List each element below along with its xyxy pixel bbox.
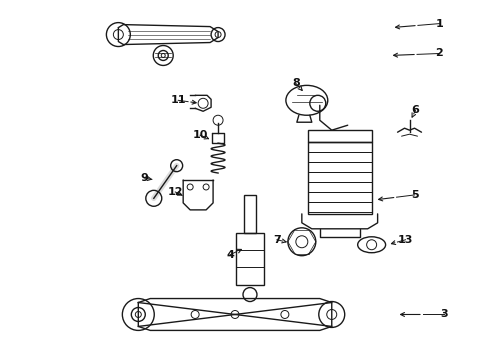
Text: 3: 3	[441, 310, 448, 319]
Bar	[308, 142, 371, 152]
Text: 4: 4	[226, 250, 234, 260]
Bar	[236, 233, 264, 285]
Text: 7: 7	[273, 235, 281, 245]
Bar	[308, 192, 371, 202]
Bar	[308, 162, 371, 172]
Text: 11: 11	[171, 95, 186, 105]
Bar	[308, 202, 371, 212]
Bar	[308, 172, 371, 182]
Bar	[308, 152, 371, 162]
Text: 8: 8	[292, 78, 300, 88]
Bar	[244, 195, 256, 233]
Text: 1: 1	[436, 19, 443, 28]
Text: 5: 5	[411, 190, 418, 200]
Bar	[308, 142, 371, 214]
Text: 9: 9	[140, 173, 148, 183]
Text: 13: 13	[398, 235, 413, 245]
Text: 6: 6	[412, 105, 419, 115]
Text: 12: 12	[168, 187, 183, 197]
Bar	[308, 130, 371, 142]
Text: 2: 2	[436, 49, 443, 58]
Text: 10: 10	[193, 130, 208, 140]
Bar	[308, 182, 371, 192]
